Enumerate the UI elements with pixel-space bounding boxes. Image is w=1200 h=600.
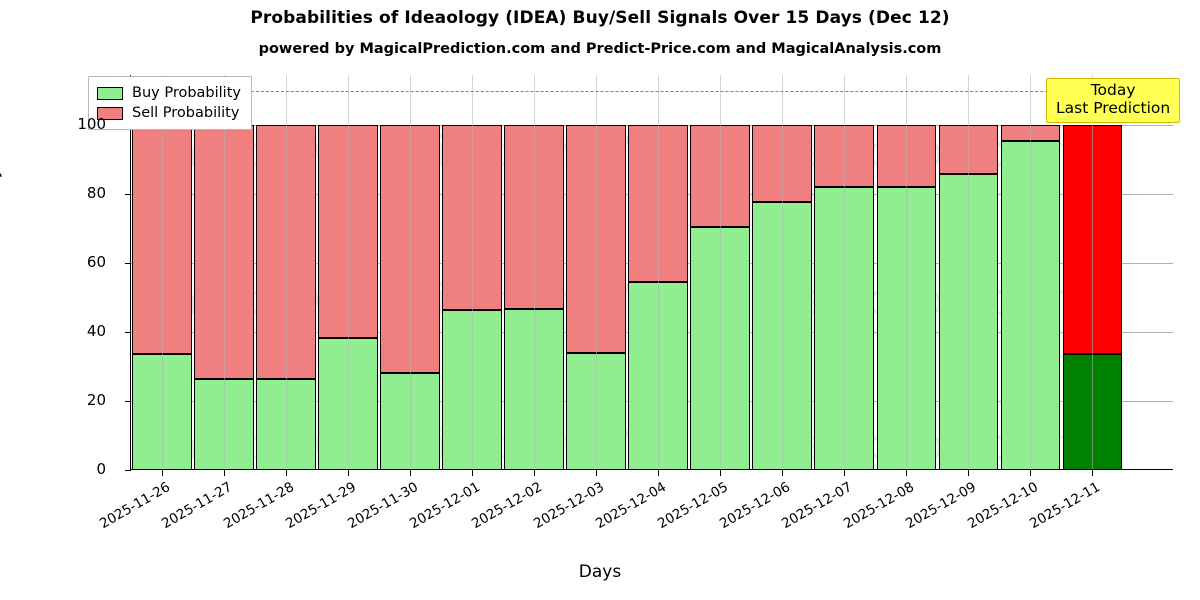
x-gridline	[658, 75, 660, 469]
legend-item-buy: Buy Probability	[97, 83, 241, 103]
y-axis-label: Probability	[0, 168, 3, 258]
bar-group[interactable]	[814, 75, 874, 469]
x-tick-mark	[967, 470, 969, 476]
x-tick-mark	[1091, 470, 1093, 476]
x-gridline	[224, 75, 225, 469]
y-tick-label: 0	[96, 460, 106, 478]
x-gridline	[410, 75, 412, 469]
x-tick-mark	[843, 470, 845, 476]
x-gridline	[348, 75, 350, 469]
x-gridline	[906, 75, 908, 469]
x-gridline	[1092, 75, 1094, 469]
x-gridline	[286, 75, 288, 469]
legend-swatch-sell	[97, 106, 123, 120]
plot-clip: MagicalAnalysis.comMagicalPrediction.com…	[131, 75, 1173, 469]
x-gridline	[162, 75, 163, 469]
today-annotation-line1: Today	[1090, 81, 1136, 99]
legend-item-sell: Sell Probability	[97, 103, 241, 123]
y-tick-mark	[125, 400, 131, 402]
bar-segment-buy[interactable]	[814, 187, 874, 469]
y-tick-mark	[125, 469, 131, 471]
x-gridline	[968, 75, 970, 469]
today-annotation-line2: Last Prediction	[1056, 98, 1171, 117]
x-tick-mark	[285, 470, 287, 476]
chart-title: Probabilities of Ideaology (IDEA) Buy/Se…	[250, 8, 950, 28]
x-tick-mark	[657, 470, 659, 476]
x-gridline	[782, 75, 784, 469]
x-tick-mark	[223, 470, 225, 476]
x-tick-mark	[1029, 470, 1031, 476]
x-axis-label: Days	[578, 562, 622, 582]
y-tick-mark	[125, 262, 131, 264]
x-tick-mark	[533, 470, 535, 476]
reference-dashed-line	[131, 90, 1173, 92]
y-tick-mark	[125, 193, 131, 195]
x-gridline	[844, 75, 846, 469]
chart-legend: Buy Probability Sell Probability	[88, 76, 252, 130]
y-tick-mark	[125, 331, 131, 333]
chart-subtitle: powered by MagicalPrediction.com and Pre…	[258, 41, 942, 57]
today-annotation: Today Last Prediction	[1046, 78, 1181, 123]
x-tick-mark	[719, 470, 721, 476]
x-tick-mark	[409, 470, 411, 476]
x-gridline	[534, 75, 536, 469]
y-tick-label: 20	[86, 391, 106, 409]
y-tick-label: 80	[86, 184, 106, 202]
legend-swatch-buy	[97, 86, 123, 100]
legend-label-sell: Sell Probability	[132, 105, 240, 121]
x-gridline	[1030, 75, 1032, 469]
x-tick-mark	[781, 470, 783, 476]
x-tick-mark	[161, 470, 163, 476]
bar-segment-sell[interactable]	[814, 125, 874, 188]
x-tick-mark	[471, 470, 473, 476]
y-tick-label: 40	[86, 322, 106, 340]
x-tick-mark	[595, 470, 597, 476]
y-tick-label: 60	[86, 253, 106, 271]
x-gridline	[596, 75, 598, 469]
y-tick-label: 100	[77, 115, 106, 133]
x-tick-mark	[347, 470, 349, 476]
x-tick-mark	[905, 470, 907, 476]
plot-area: MagicalAnalysis.comMagicalPrediction.com…	[125, 75, 1173, 476]
x-gridline	[720, 75, 722, 469]
legend-label-buy: Buy Probability	[132, 85, 241, 101]
x-gridline	[472, 75, 474, 469]
